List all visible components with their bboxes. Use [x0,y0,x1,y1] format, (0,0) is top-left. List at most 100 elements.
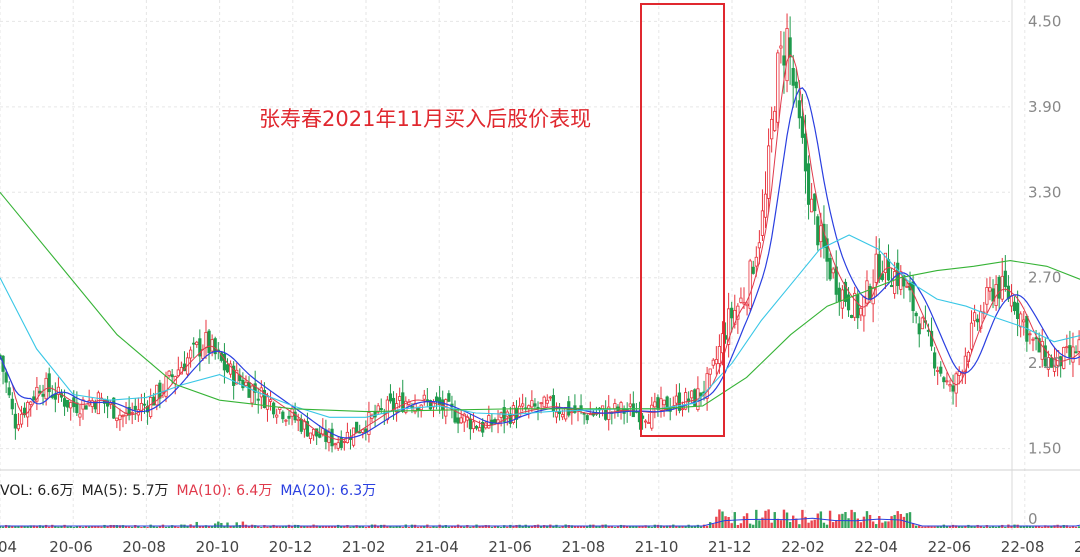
volume-bar [395,525,398,528]
ma-blue-line [0,87,1080,439]
candle-body [299,418,303,432]
volume-bar [223,525,226,528]
volume-bar [868,514,872,528]
volume-bar [220,522,223,528]
candle-body [727,308,731,345]
candle-body [198,338,202,357]
candle-body [517,405,522,417]
volume-bar [72,526,75,528]
candle-body [1022,319,1026,323]
volume-bar [91,526,94,528]
volume-bar [816,513,819,528]
volume-bar [303,525,306,528]
volume-bar [429,526,432,528]
volume-bar [622,525,626,528]
volume-bar [758,520,761,528]
candle-body [659,398,663,411]
volume-bar [884,521,887,528]
volume-bar [752,524,755,528]
candle-body [1040,341,1044,360]
volume-bar [712,524,715,528]
volume-bar [988,526,992,528]
volume-bar [1025,525,1029,528]
candle-body [228,363,233,375]
candle-body [96,392,100,415]
volume-bar [770,522,773,528]
candle-body [47,373,51,393]
candle-body [1009,295,1014,307]
volume-bar [318,525,321,528]
candle-body [250,385,254,404]
volume-bar [204,525,208,528]
candle-body [785,28,789,82]
candle-body [170,374,174,378]
volume-bar [958,525,961,528]
candle-body [856,294,860,319]
volume-axis-label: 0 [1028,510,1038,528]
volume-bar [1047,526,1050,528]
candle-body [893,271,897,294]
candle-body [773,110,777,131]
volume-bar [613,526,617,528]
candle-body [78,413,82,418]
candle-body [75,402,79,414]
candle-body [333,443,337,446]
candle-body [401,392,405,412]
volume-bar [948,525,952,528]
candle-body [911,281,915,312]
candle-body [247,382,251,398]
candle-body [311,428,316,436]
volume-bar [174,526,177,528]
volume-bar [721,511,724,528]
volume-bar [822,522,826,528]
candle-body [865,280,869,304]
candle-body [751,266,755,274]
candle-body [262,389,266,408]
x-tick-label: 21-10 [635,538,679,556]
candle-body [16,424,21,430]
candle-body [554,411,559,418]
volume-bar [364,526,368,528]
volume-bar [275,525,278,528]
volume-bar [278,526,281,528]
candle-body [7,387,11,396]
volume-bar [616,526,620,528]
volume-bar [521,526,524,528]
candle-body [167,370,171,376]
candle-body [797,100,801,119]
volume-bar [844,512,847,528]
candlesticks [0,13,1080,453]
volume-bar [579,525,583,528]
candle-body [794,81,798,89]
candle-body [717,346,722,364]
volume-bar [767,509,770,528]
candle-body [244,381,248,386]
volume-bar [662,525,666,528]
volume-bar [530,525,534,528]
ma-cyan-line [0,234,1080,418]
volume-bar [333,526,337,528]
candle-body [985,287,989,305]
volume-bar [1059,526,1062,528]
volume-bar [198,526,202,528]
candle-body [846,294,851,311]
volume-bar [736,524,740,528]
candle-body [493,419,497,424]
volume-bar [607,525,610,528]
candle-body [204,332,208,349]
volume-bar [453,526,457,528]
volume-bar [1041,526,1044,528]
volume-bar [936,526,939,528]
candle-body [385,399,389,421]
volume-bar [432,526,435,528]
candle-body [690,390,694,399]
volume-bar [352,525,355,528]
volume-bar [207,525,211,528]
candle-body [404,400,408,413]
y-tick-label: 4.50 [1028,12,1061,30]
candle-body [819,225,823,243]
volume-bar [1074,526,1078,528]
candle-body [189,349,193,359]
candle-body [604,408,608,420]
volume-bar [552,526,555,528]
